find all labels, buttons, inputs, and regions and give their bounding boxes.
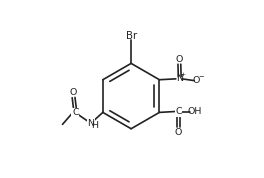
Text: O: O (193, 76, 200, 85)
Text: C: C (175, 107, 182, 116)
Text: O: O (175, 127, 182, 137)
Text: −: − (198, 74, 203, 80)
Text: C: C (72, 108, 79, 117)
Text: +: + (181, 72, 186, 77)
Text: O: O (176, 55, 183, 64)
Text: H: H (91, 121, 98, 130)
Text: N: N (87, 119, 95, 128)
Text: O: O (70, 88, 77, 97)
Text: N: N (176, 74, 183, 83)
Text: Br: Br (126, 31, 137, 41)
Text: OH: OH (188, 107, 202, 116)
